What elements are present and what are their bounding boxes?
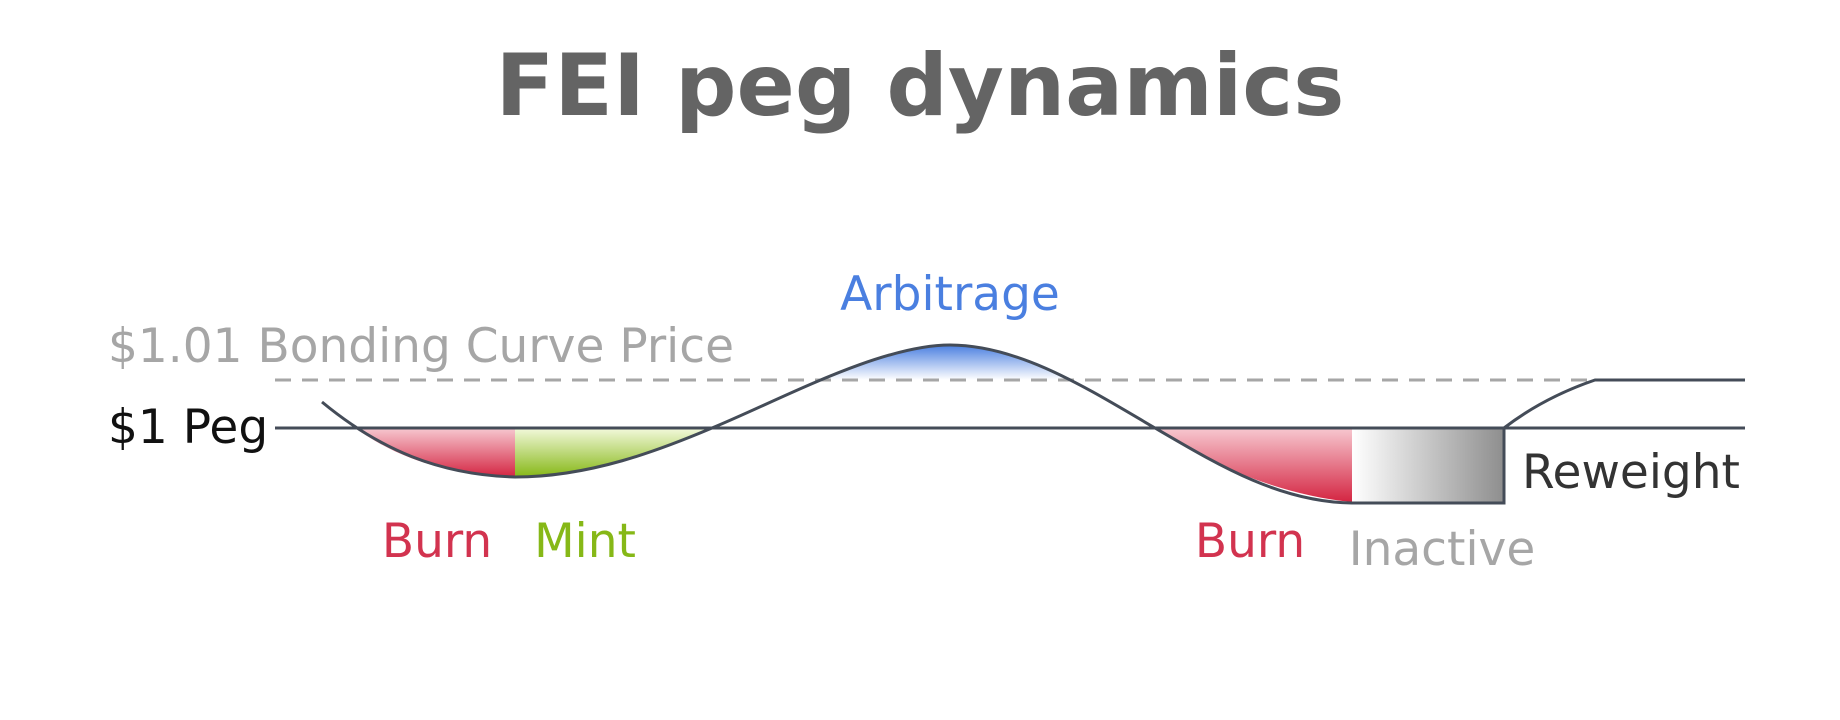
inactive-region [1352,428,1504,503]
burn-label-1: Burn [382,514,492,569]
mint-region [515,428,712,477]
price-curve [321,343,1506,505]
burn-region-2 [1155,428,1352,502]
burn-region-1 [355,428,515,477]
mint-label: Mint [534,514,636,569]
inactive-label: Inactive [1349,522,1536,577]
bonding-curve-label: $1.01 Bonding Curve Price [108,319,734,374]
burn-label-2: Burn [1195,514,1305,569]
diagram-title: FEI peg dynamics [496,36,1345,136]
reweight-label: Reweight [1522,445,1740,500]
arbitrage-region [820,344,1072,380]
peg-label: $1 Peg [108,400,268,455]
reweight-curve [1503,378,1745,430]
arbitrage-label: Arbitrage [840,267,1060,322]
